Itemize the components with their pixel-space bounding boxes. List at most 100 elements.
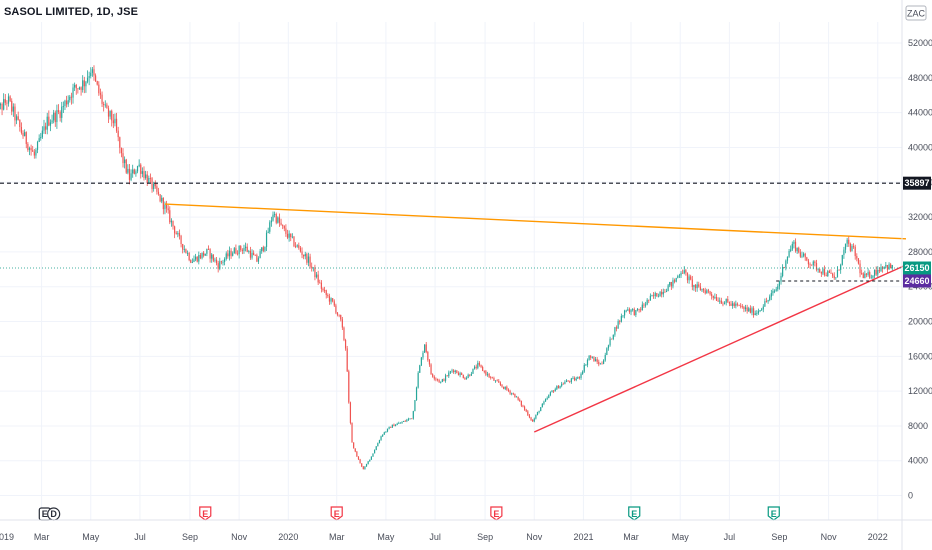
candle [712,295,714,301]
candle-body [670,282,672,287]
candle [101,91,103,108]
candle [36,140,39,154]
candle-body [685,270,687,273]
candle-body [870,277,872,279]
candle [796,247,798,254]
candle [286,229,289,240]
candle-body [828,271,830,273]
candle-body [177,233,179,235]
candle [191,258,193,264]
candle [240,245,242,252]
candle [769,294,771,302]
candle-body [193,259,195,262]
candle [309,253,311,269]
candle-body [83,80,85,87]
candle-body [1,103,3,110]
candle-body [480,364,482,367]
candle [773,289,776,294]
candle-body [165,204,168,209]
candle [743,305,745,313]
candle-body [862,273,864,279]
candle-body [775,289,777,291]
candle [707,288,710,294]
candle-body [324,290,326,291]
candle-body [141,171,143,174]
candle-body [743,307,745,310]
candle [220,260,222,265]
candle-body [840,264,842,270]
candle [364,466,366,470]
candle-body [682,273,684,274]
candle [562,382,564,385]
price-levels [0,182,902,282]
candle [693,284,695,291]
candle-body [0,103,2,106]
candle [820,271,822,277]
candle [777,283,779,292]
candle-body [411,418,413,420]
candle-body [48,116,50,126]
candle [253,250,255,256]
candle-body [543,401,545,404]
candle [799,249,801,258]
candle-body [104,104,106,106]
candle-body [180,235,182,245]
candle [573,376,576,382]
candle [67,95,69,107]
candle [503,386,505,390]
candle [848,235,850,247]
candle-body [111,110,113,121]
candle-body [62,106,64,107]
candle [178,229,181,240]
candle [680,271,682,278]
candle-body [883,266,885,269]
candle-body [877,270,879,275]
candle [386,428,389,433]
candle [214,257,216,263]
candle-body [483,370,485,372]
candle-body [246,246,248,252]
time-tick-label: Jul [429,532,441,542]
candle-body [628,309,631,313]
candle [806,256,808,262]
candle [740,303,742,309]
candle-body [82,80,84,90]
candle [185,248,187,254]
candle [532,419,534,422]
candle-body [30,147,32,151]
candle-body [530,417,532,420]
candle [298,242,300,250]
candle [301,247,303,259]
candle [124,156,126,169]
candle [598,359,600,367]
candle-body [27,143,29,151]
candle [444,373,447,383]
candle [728,301,731,307]
candle-body [169,210,171,223]
candle [114,113,116,127]
candle-body [732,303,734,306]
candle [236,250,239,256]
candle-body [596,359,598,362]
candle [90,67,92,79]
price-tick-label: 0 [908,491,913,501]
candle [401,421,403,424]
candle-body [727,298,729,302]
candle [570,377,572,384]
candle-body [728,301,731,304]
price-tick-label: 4000 [908,456,928,466]
candle [419,364,421,373]
candle-body [717,300,719,302]
candle-body [802,253,805,256]
candle [32,145,34,152]
candle-body [378,440,381,444]
candle-body [203,252,205,256]
candle-body [561,383,563,386]
candle-body [833,275,835,279]
candle [357,456,360,461]
candle-body [501,384,503,387]
candle-body [562,383,564,385]
candle [548,394,550,399]
candle-body [148,177,150,183]
